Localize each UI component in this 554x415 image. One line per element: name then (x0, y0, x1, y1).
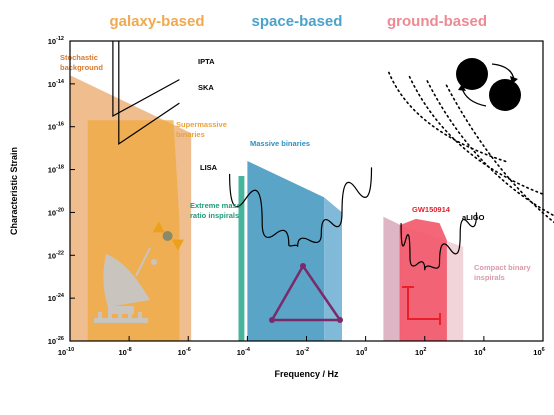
lisa-spacecraft (300, 263, 306, 269)
telescope-leg (98, 312, 102, 318)
annotation-stochastic: Stochastic (60, 53, 98, 62)
orbit-arrowhead (510, 76, 518, 84)
curve-ipta (112, 41, 180, 118)
telescope-leg (118, 312, 122, 318)
y-axis-label: Characteristic Strain (9, 147, 19, 235)
telescope-feed (135, 247, 151, 277)
detector-category-headers: galaxy-based space-based ground-based (109, 13, 487, 30)
binary-star-b (489, 79, 521, 111)
orbit-arrowhead (458, 84, 466, 91)
y-tick-label: 10-24 (48, 293, 65, 303)
annotation-compact-binary: Compact binary (474, 263, 532, 272)
gravitational-waves (388, 71, 554, 224)
x-tick-label: 10-2 (296, 347, 309, 357)
annotation-extreme-mass: Extreme mass (190, 201, 241, 210)
ligo-arms (407, 287, 440, 320)
telescope-mount (108, 306, 134, 314)
wavefront-arc (408, 75, 546, 196)
annotation-aligo: aLIGO (462, 213, 485, 222)
x-tick-label: 10-10 (58, 347, 74, 357)
y-tick-label: 10-20 (48, 207, 64, 217)
telescope-feed-end (151, 259, 157, 265)
marker-triangle-up (152, 221, 165, 233)
binary-orbit-icon (456, 58, 521, 111)
header-ground-based: ground-based (387, 13, 487, 30)
region-compact-binary-inspirals (383, 216, 402, 341)
annotation-lisa: LISA (200, 163, 218, 172)
ligo-l-icon (402, 286, 441, 325)
region-gw150914 (399, 218, 447, 341)
lisa-spacecraft (337, 317, 343, 323)
radio-telescope-icon (94, 247, 157, 323)
lisa-triangle-icon (269, 263, 343, 323)
source-regions (70, 75, 464, 342)
y-tick-label: 10-14 (48, 79, 65, 89)
x-axis-label: Frequency / Hz (274, 369, 339, 379)
curve-aligo (400, 212, 478, 271)
region-massive-binaries (247, 161, 325, 341)
curve-ska (118, 41, 180, 146)
y-tick-label: 10-22 (48, 250, 64, 260)
curve-lisa (229, 167, 373, 247)
axes: 10-12 10-14 10-16 10-18 10-20 10-22 10-24 10-26… (9, 36, 545, 379)
illustration-icons (94, 58, 554, 325)
binary-star-a (456, 58, 488, 90)
x-tick-label: 10-4 (237, 347, 251, 357)
sensitivity-curves (112, 41, 478, 271)
annotation-gw150914: GW150914 (412, 205, 451, 214)
wavefront-arc (388, 71, 510, 164)
y-tick-label: 10-18 (48, 165, 64, 175)
wavefront-arc (426, 80, 554, 217)
x-tick-label: 10-8 (119, 347, 132, 357)
marker-triangle-down (171, 239, 184, 251)
y-tick-label: 10-16 (48, 122, 64, 132)
lisa-spacecraft (269, 317, 275, 323)
x-tick-label: 102 (415, 347, 426, 357)
x-tick-label: 10-6 (178, 347, 191, 357)
annotation-binaries: binaries (176, 130, 205, 139)
telescope-leg (138, 312, 142, 318)
telescope-leg (128, 312, 132, 318)
marker-circle (162, 231, 173, 241)
telescope-leg (108, 312, 112, 318)
wavefront-arc (445, 84, 554, 224)
header-space-based: space-based (252, 13, 343, 30)
x-tick-label: 100 (356, 347, 367, 357)
x-tick-label: 106 (533, 347, 544, 357)
telescope-base (94, 318, 148, 323)
lisa-triangle (269, 263, 343, 322)
telescope-dish (103, 254, 150, 307)
annotation-background: background (60, 63, 103, 72)
region-extreme-mass-ratio-inspirals (238, 176, 245, 341)
annotation-ipta: IPTA (198, 57, 215, 66)
annotation-supermassive: Supermassive (176, 120, 227, 129)
y-tick-label: 10-12 (48, 36, 64, 46)
header-galaxy-based: galaxy-based (109, 13, 204, 30)
annotation-ratio-inspirals: ratio inspirals (190, 211, 239, 220)
annotation-massive-binaries: Massive binaries (250, 139, 310, 148)
annotation-inspirals: inspirals (474, 273, 505, 282)
x-tick-label: 104 (474, 347, 486, 357)
y-tick-label: 10-26 (48, 336, 64, 346)
annotation-ska: SKA (198, 83, 214, 92)
